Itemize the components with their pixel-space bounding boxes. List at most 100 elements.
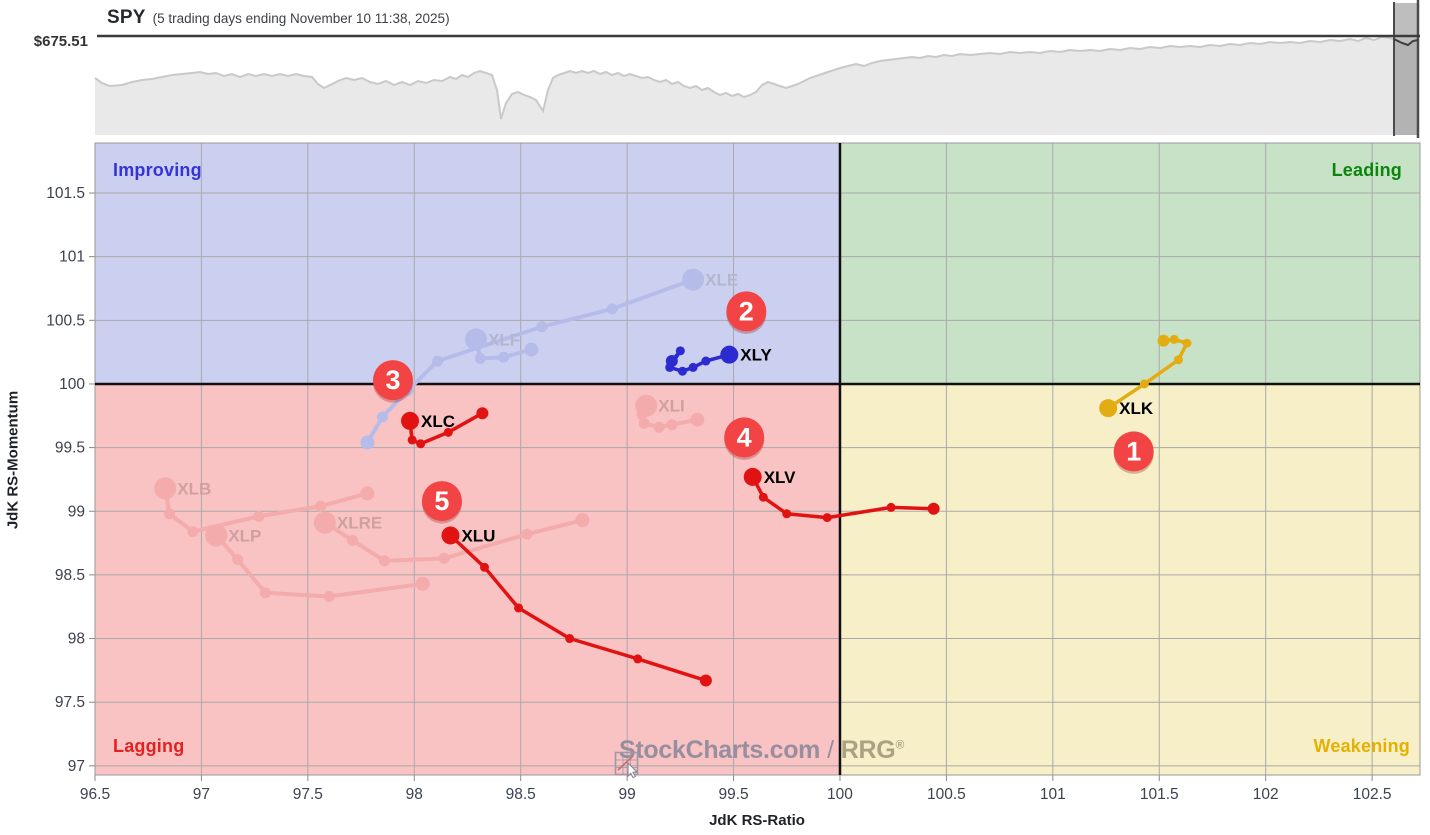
trail-dot-xlu bbox=[633, 654, 643, 664]
trail-dot-xlc bbox=[407, 435, 417, 445]
quadrant-label-lagging: Lagging bbox=[113, 736, 185, 756]
trail-dot-xly bbox=[701, 356, 711, 366]
rrg-head-xlk[interactable] bbox=[1099, 399, 1118, 418]
svg-text:100: 100 bbox=[59, 376, 85, 393]
rrg-trail-xlk bbox=[1099, 334, 1192, 418]
rrg-trail-xlu bbox=[441, 526, 712, 687]
trail-dot-xlv bbox=[782, 509, 792, 519]
rrg-label-xlf: XLF bbox=[488, 330, 520, 349]
annotation-badge-2: 2 bbox=[726, 291, 767, 334]
trail-dot-xlp bbox=[415, 576, 430, 591]
rrg-label-xlre: XLRE bbox=[337, 514, 382, 533]
symbol-title: SPY bbox=[107, 7, 146, 28]
rrg-head-xlre[interactable] bbox=[313, 511, 336, 534]
svg-text:100.5: 100.5 bbox=[927, 786, 966, 803]
trail-dot-xlf bbox=[498, 351, 510, 363]
svg-text:4: 4 bbox=[737, 422, 752, 452]
rrg-head-xli[interactable] bbox=[635, 394, 658, 417]
svg-text:98.5: 98.5 bbox=[55, 567, 85, 584]
trail-dot-xlf bbox=[474, 353, 486, 365]
trail-dot-xlc bbox=[476, 407, 489, 420]
svg-text:100.5: 100.5 bbox=[46, 312, 85, 329]
trail-dot-xlk bbox=[1157, 334, 1170, 347]
trail-dot-xlv bbox=[886, 502, 896, 512]
trail-dot-xle bbox=[432, 355, 444, 367]
rrg-head-xle[interactable] bbox=[682, 268, 705, 291]
rrg-head-xlv[interactable] bbox=[743, 467, 762, 486]
rrg-label-xlk: XLK bbox=[1119, 399, 1154, 418]
rrg-head-xlp[interactable] bbox=[205, 524, 228, 547]
svg-text:99.5: 99.5 bbox=[55, 440, 85, 457]
mini-chart-header: SPY (5 trading days ending November 10 1… bbox=[107, 7, 450, 29]
svg-text:100: 100 bbox=[827, 786, 853, 803]
rrg-trail-xlp bbox=[205, 524, 430, 603]
svg-text:96.5: 96.5 bbox=[80, 786, 110, 803]
rrg-label-xly: XLY bbox=[740, 346, 772, 365]
rrg-trail-xlv bbox=[743, 467, 940, 523]
svg-text:101: 101 bbox=[1040, 786, 1066, 803]
trail-dot-xlk bbox=[1169, 334, 1179, 344]
rrg-chart: 96.5 97 97.5 98 98.5 99 99.5 100 100.5 101 101.5 10… bbox=[46, 142, 1421, 803]
quadrant-leading bbox=[839, 143, 1420, 384]
rrg-label-xlp: XLP bbox=[228, 526, 261, 545]
date-range-slider[interactable] bbox=[1393, 0, 1420, 138]
trail-dot-xlb bbox=[163, 508, 175, 520]
trail-dot-xle bbox=[606, 303, 618, 315]
annotation-badge-3: 3 bbox=[372, 360, 413, 403]
trail-dot-xlk bbox=[1173, 355, 1183, 365]
quadrant-label-weakening: Weakening bbox=[1313, 736, 1410, 756]
x-axis-title: JdK RS-Ratio bbox=[709, 812, 805, 829]
svg-text:101.5: 101.5 bbox=[1140, 786, 1179, 803]
rrg-trail-xly bbox=[665, 345, 739, 376]
rrg-head-xlu[interactable] bbox=[441, 526, 460, 545]
trail-dot-xlv bbox=[927, 502, 940, 515]
svg-text:101.5: 101.5 bbox=[46, 185, 85, 202]
rrg-trail-xlb bbox=[154, 477, 375, 538]
svg-text:99.5: 99.5 bbox=[718, 786, 748, 803]
spy-mini-chart bbox=[94, 0, 1420, 138]
trail-dot-xly bbox=[677, 366, 687, 376]
rrg-head-xlb[interactable] bbox=[154, 477, 177, 500]
rrg-head-xlf[interactable] bbox=[465, 328, 488, 351]
rrg-label-xlc: XLC bbox=[421, 412, 455, 431]
watermark-brand: RRG® bbox=[840, 736, 904, 764]
trail-dot-xlu bbox=[480, 562, 490, 572]
trail-dot-xlb bbox=[187, 526, 199, 538]
trail-dot-xlv bbox=[758, 492, 768, 502]
rrg-trail-xlf bbox=[465, 328, 539, 365]
rrg-head-xlc[interactable] bbox=[401, 411, 420, 430]
trail-dot-xlu bbox=[565, 634, 575, 644]
svg-text:98: 98 bbox=[406, 786, 423, 803]
stockcharts-watermark: StockCharts.com / RRG® bbox=[614, 736, 904, 778]
trail-dot-xlv bbox=[822, 513, 832, 523]
trail-dot-xli bbox=[653, 421, 665, 433]
rrg-head-xly[interactable] bbox=[720, 345, 739, 364]
annotation-badge-1: 1 bbox=[1113, 431, 1154, 474]
svg-text:102: 102 bbox=[1253, 786, 1279, 803]
rrg-label-xlb: XLB bbox=[177, 479, 211, 498]
spy-sparkline bbox=[94, 35, 1419, 120]
watermark-separator: / bbox=[827, 736, 834, 764]
rrg-trail-xlc bbox=[401, 407, 489, 449]
annotation-badge-5: 5 bbox=[421, 481, 462, 524]
trail-dot-xle bbox=[536, 321, 548, 333]
rrg-label-xle: XLE bbox=[705, 271, 738, 290]
rrg-label-xlu: XLU bbox=[461, 526, 495, 545]
trail-dot-xlb bbox=[253, 510, 265, 522]
annotation-badge-4: 4 bbox=[724, 417, 765, 460]
trail-dot-xlc bbox=[443, 427, 453, 437]
quadrant-label-improving: Improving bbox=[113, 160, 202, 180]
trail-dot-xlre bbox=[378, 555, 390, 567]
trail-dot-xlp bbox=[323, 591, 335, 603]
period-subtitle: (5 trading days ending November 10 11:38… bbox=[152, 11, 450, 26]
svg-text:99: 99 bbox=[68, 503, 85, 520]
trail-dot-xlf bbox=[524, 342, 539, 357]
svg-text:3: 3 bbox=[385, 365, 400, 395]
svg-text:97.5: 97.5 bbox=[293, 786, 323, 803]
svg-text:102.5: 102.5 bbox=[1353, 786, 1392, 803]
rrg-label-xli: XLI bbox=[658, 397, 684, 416]
svg-text:97.5: 97.5 bbox=[55, 694, 85, 711]
svg-text:98.5: 98.5 bbox=[506, 786, 536, 803]
trail-dot-xly bbox=[688, 362, 698, 372]
